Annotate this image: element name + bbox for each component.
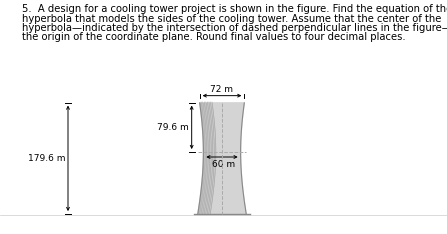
Text: 179.6 m: 179.6 m <box>28 154 65 163</box>
Text: 5.  A design for a cooling tower project is shown in the figure. Find the equati: 5. A design for a cooling tower project … <box>22 4 447 14</box>
Text: 72 m: 72 m <box>211 85 233 94</box>
Text: hyperbola—indicated by the intersection of dashed perpendicular lines in the fig: hyperbola—indicated by the intersection … <box>22 23 447 33</box>
Text: hyperbola that models the sides of the cooling tower. Assume that the center of : hyperbola that models the sides of the c… <box>22 14 441 23</box>
Text: 60 m: 60 m <box>212 160 236 169</box>
Text: 79.6 m: 79.6 m <box>157 123 189 132</box>
Polygon shape <box>198 103 246 214</box>
Polygon shape <box>198 103 246 214</box>
Text: the origin of the coordinate plane. Round final values to four decimal places.: the origin of the coordinate plane. Roun… <box>22 33 405 43</box>
